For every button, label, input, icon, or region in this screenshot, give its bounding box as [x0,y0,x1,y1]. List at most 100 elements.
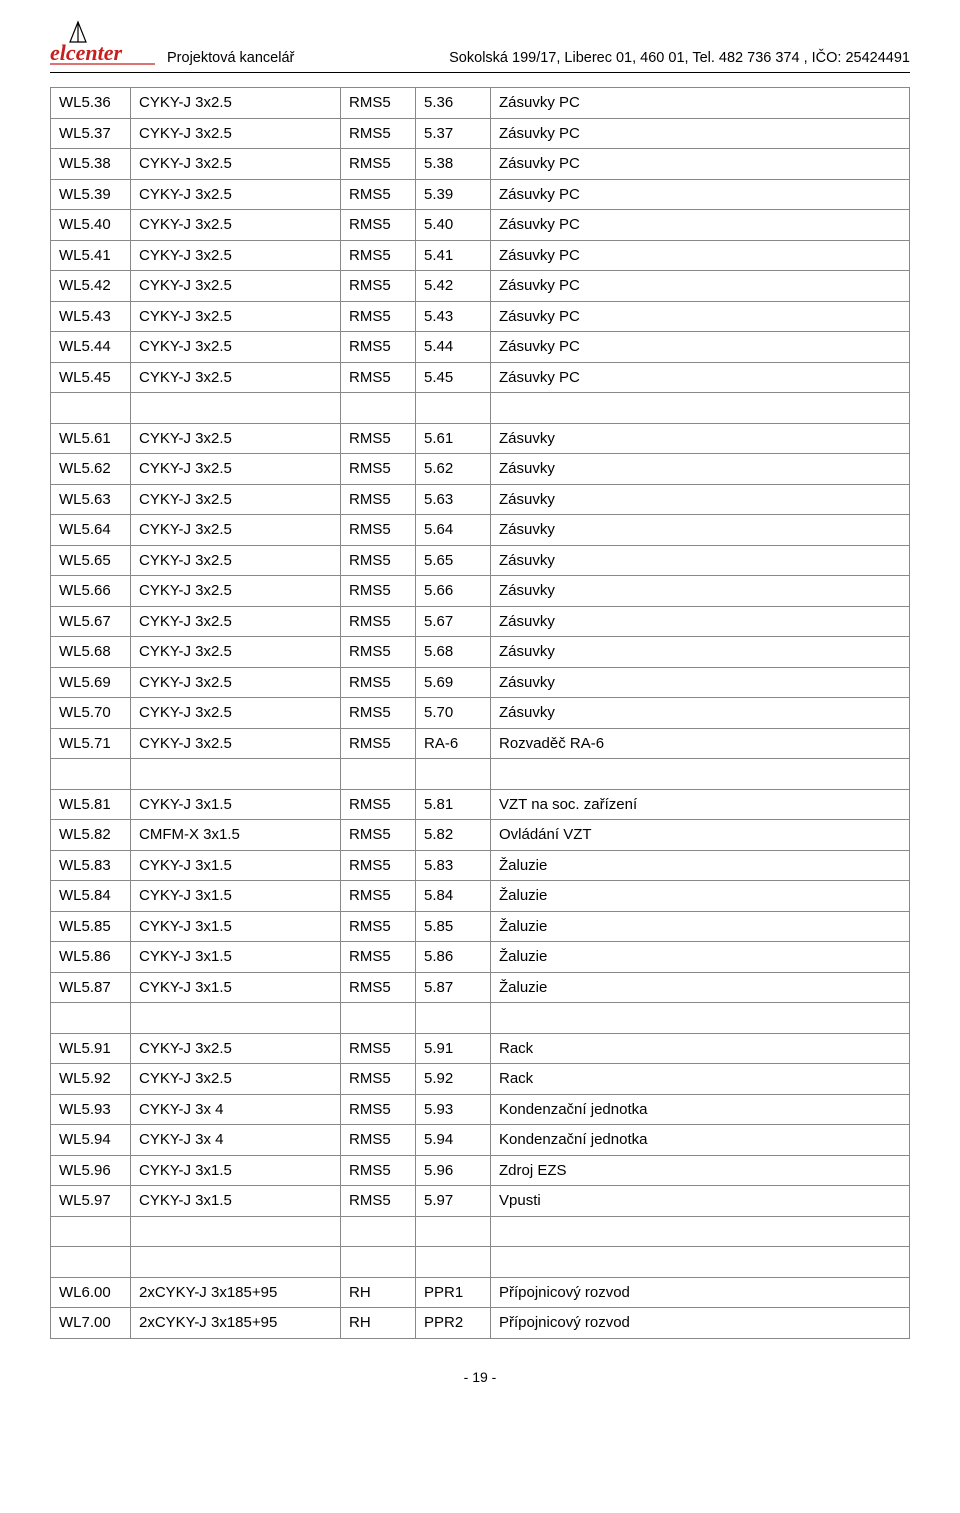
table-cell [416,1003,491,1034]
table-cell: RMS5 [341,515,416,546]
table-row: WL5.97CYKY-J 3x1.5RMS55.97Vpusti [51,1186,910,1217]
table-cell: 5.97 [416,1186,491,1217]
table-cell: CYKY-J 3x2.5 [131,362,341,393]
table-cell [491,1216,910,1247]
table-cell: CYKY-J 3x2.5 [131,454,341,485]
table-cell: WL5.68 [51,637,131,668]
table-cell: RMS5 [341,1125,416,1156]
logo: elcenter [50,20,155,68]
table-cell: CYKY-J 3x2.5 [131,423,341,454]
table-cell: RMS5 [341,1064,416,1095]
table-cell: WL7.00 [51,1308,131,1339]
table-cell: 5.85 [416,911,491,942]
table-cell: WL5.38 [51,149,131,180]
table-cell: CYKY-J 3x2.5 [131,637,341,668]
table-cell: Žaluzie [491,850,910,881]
header-right-text: Sokolská 199/17, Liberec 01, 460 01, Tel… [449,50,910,68]
table-row: WL5.66CYKY-J 3x2.5RMS55.66Zásuvky [51,576,910,607]
svg-text:elcenter: elcenter [50,40,123,65]
table-cell: 5.93 [416,1094,491,1125]
table-cell: CYKY-J 3x2.5 [131,576,341,607]
table-cell: RMS5 [341,576,416,607]
table-cell [416,1247,491,1278]
table-cell: Ovládání VZT [491,820,910,851]
table-cell [416,1216,491,1247]
table-cell [131,759,341,790]
table-cell: WL5.39 [51,179,131,210]
table-cell: RMS5 [341,118,416,149]
table-cell: RMS5 [341,88,416,119]
table-cell: RMS5 [341,362,416,393]
table-cell: RMS5 [341,606,416,637]
table-cell: Zásuvky [491,576,910,607]
table-cell: RMS5 [341,789,416,820]
table-cell: CYKY-J 3x2.5 [131,1033,341,1064]
table-cell: RMS5 [341,911,416,942]
table-cell: WL5.71 [51,728,131,759]
table-row [51,393,910,424]
table-cell: CYKY-J 3x2.5 [131,88,341,119]
table-cell [491,393,910,424]
table-cell: Rack [491,1033,910,1064]
table-cell: WL5.45 [51,362,131,393]
table-cell: 5.96 [416,1155,491,1186]
table-cell: Vpusti [491,1186,910,1217]
table-cell: 5.86 [416,942,491,973]
table-cell: WL5.93 [51,1094,131,1125]
table-cell: 2xCYKY-J 3x185+95 [131,1277,341,1308]
table-cell: CYKY-J 3x1.5 [131,972,341,1003]
table-row: WL5.85CYKY-J 3x1.5RMS55.85Žaluzie [51,911,910,942]
table-cell: Zásuvky PC [491,88,910,119]
table-cell: Zdroj EZS [491,1155,910,1186]
table-cell: PPR1 [416,1277,491,1308]
table-cell: Zásuvky PC [491,362,910,393]
table-cell: CYKY-J 3x2.5 [131,515,341,546]
table-cell: RA-6 [416,728,491,759]
table-cell: 5.70 [416,698,491,729]
table-row: WL5.87CYKY-J 3x1.5RMS55.87Žaluzie [51,972,910,1003]
table-cell: WL5.81 [51,789,131,820]
table-cell: WL5.66 [51,576,131,607]
table-cell: RMS5 [341,240,416,271]
table-cell [416,759,491,790]
table-row [51,759,910,790]
table-row: WL5.65CYKY-J 3x2.5RMS55.65Zásuvky [51,545,910,576]
table-row: WL5.41CYKY-J 3x2.5RMS55.41Zásuvky PC [51,240,910,271]
table-cell: 5.92 [416,1064,491,1095]
table-row: WL5.86CYKY-J 3x1.5RMS55.86Žaluzie [51,942,910,973]
table-row: WL7.002xCYKY-J 3x185+95RHPPR2Přípojnicov… [51,1308,910,1339]
table-row: WL5.40CYKY-J 3x2.5RMS55.40Zásuvky PC [51,210,910,241]
table-cell: 5.69 [416,667,491,698]
table-cell: WL5.86 [51,942,131,973]
table-cell: 5.91 [416,1033,491,1064]
table-cell [51,393,131,424]
table-cell: Zásuvky [491,698,910,729]
table-cell: WL5.42 [51,271,131,302]
table-row: WL5.68CYKY-J 3x2.5RMS55.68Zásuvky [51,637,910,668]
table-cell: Rozvaděč RA-6 [491,728,910,759]
table-cell: RMS5 [341,667,416,698]
table-row: WL5.82CMFM-X 3x1.5RMS55.82Ovládání VZT [51,820,910,851]
table-cell: CYKY-J 3x2.5 [131,1064,341,1095]
table-cell: 5.61 [416,423,491,454]
table-cell: VZT na soc. zařízení [491,789,910,820]
table-cell: Zásuvky PC [491,301,910,332]
table-cell: Žaluzie [491,881,910,912]
table-cell: Kondenzační jednotka [491,1094,910,1125]
table-cell: CYKY-J 3x1.5 [131,881,341,912]
table-cell: 5.82 [416,820,491,851]
table-row: WL5.45CYKY-J 3x2.5RMS55.45Zásuvky PC [51,362,910,393]
table-cell [341,759,416,790]
table-cell [51,759,131,790]
table-cell: 5.38 [416,149,491,180]
table-cell: Zásuvky [491,606,910,637]
table-cell: 5.36 [416,88,491,119]
table-cell: 5.94 [416,1125,491,1156]
table-cell: CYKY-J 3x2.5 [131,240,341,271]
table-row: WL5.92CYKY-J 3x2.5RMS55.92Rack [51,1064,910,1095]
table-cell: 5.39 [416,179,491,210]
table-cell: Přípojnicový rozvod [491,1277,910,1308]
table-row: WL5.83CYKY-J 3x1.5RMS55.83Žaluzie [51,850,910,881]
data-table: WL5.36CYKY-J 3x2.5RMS55.36Zásuvky PCWL5.… [50,87,910,1339]
table-cell: CYKY-J 3x2.5 [131,118,341,149]
